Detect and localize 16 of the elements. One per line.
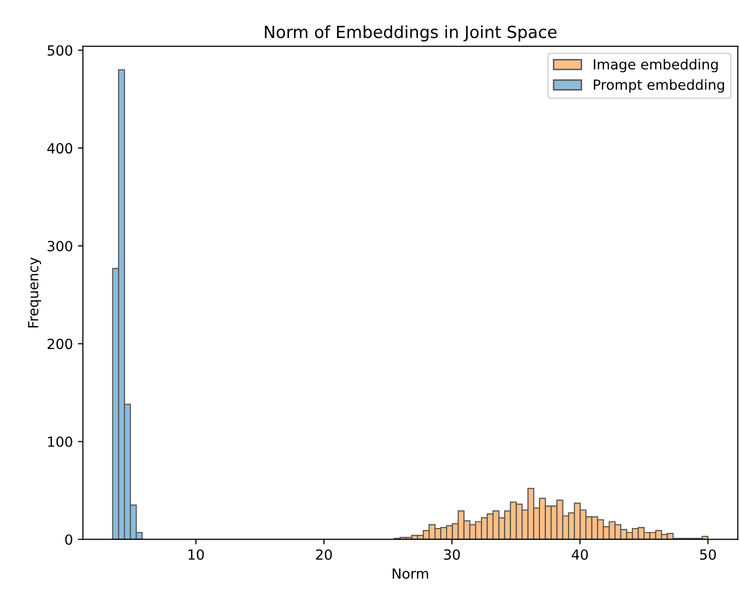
- y-tick-label: 500: [48, 45, 72, 56]
- chart-title: Norm of Embeddings in Joint Space: [264, 25, 556, 42]
- x-tick-label: 40: [572, 549, 588, 560]
- y-tick-label: 300: [48, 240, 72, 252]
- legend-label: Prompt embedding: [594, 79, 724, 93]
- legend-label: Image embedding: [594, 58, 718, 72]
- y-tick-label: 0: [65, 534, 72, 545]
- x-axis-title: Norm: [392, 568, 428, 579]
- x-tick-label: 50: [700, 549, 716, 560]
- x-tick-label: 30: [444, 549, 460, 560]
- y-tick-label: 100: [48, 436, 72, 448]
- x-tick-label: 10: [188, 549, 204, 560]
- y-tick-label: 400: [47, 143, 72, 154]
- x-tick-label: 20: [316, 549, 332, 560]
- y-tick-label: 200: [48, 338, 72, 350]
- y-axis-title: Frequency: [28, 257, 42, 328]
